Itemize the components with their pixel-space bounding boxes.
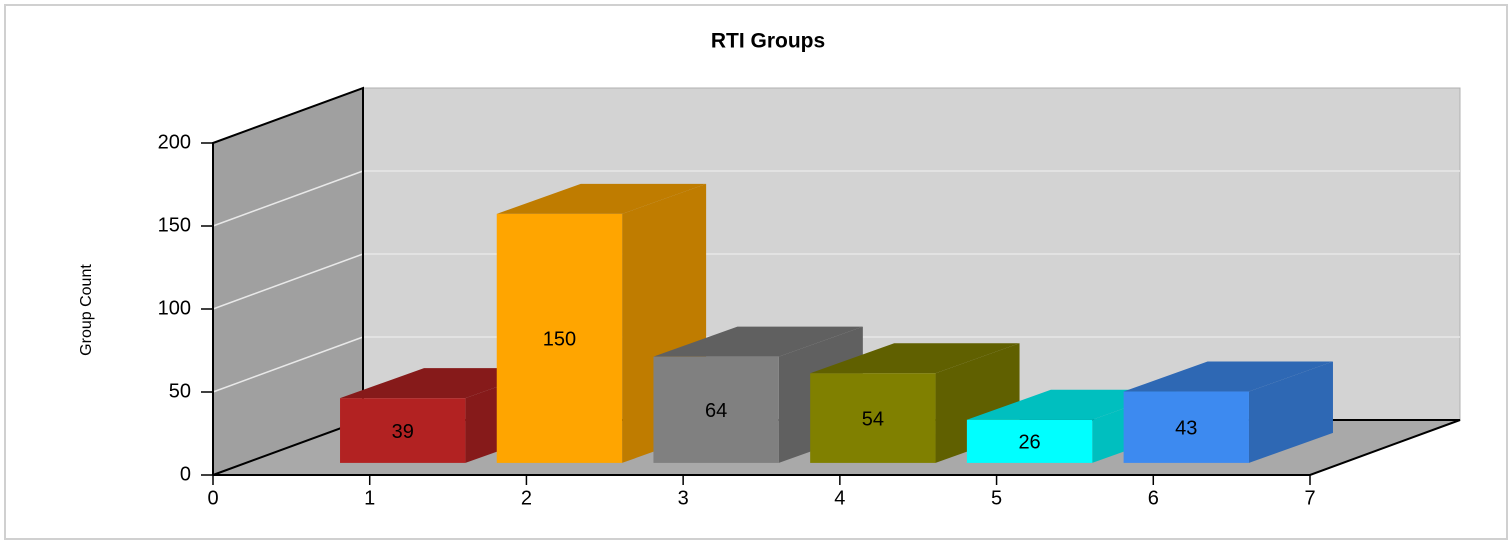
x-tick-label: 0 — [207, 487, 218, 509]
value-label: 150 — [543, 329, 576, 351]
x-tick-label: 4 — [834, 487, 845, 509]
bar — [653, 356, 779, 463]
bar-top — [810, 343, 1020, 374]
plot: 0 50 100 150 200 0 1 2 3 4 5 6 7 39 150 64 54 26 43 — [158, 86, 1461, 509]
wall-edge — [212, 86, 364, 475]
y-tick-label: 150 — [158, 214, 191, 236]
floor-edge — [212, 419, 1461, 476]
y-tick-label: 200 — [158, 131, 191, 153]
x-tick-label: 6 — [1148, 487, 1159, 509]
x-tick-label: 1 — [364, 487, 375, 509]
value-label: 39 — [392, 421, 414, 443]
bar — [966, 419, 1093, 463]
bar-side — [1248, 361, 1333, 463]
y-tick-label: 100 — [158, 297, 191, 319]
y-axis-label: Group Count — [78, 264, 95, 356]
bar — [1123, 391, 1249, 463]
x-tick-label: 7 — [1304, 487, 1315, 509]
bar — [810, 373, 936, 463]
y-tick-label: 0 — [180, 463, 191, 485]
x-tick-label: 3 — [678, 487, 689, 509]
x-tick-label: 2 — [521, 487, 532, 509]
grid-line — [212, 336, 364, 393]
grid-line — [212, 170, 364, 227]
value-label: 54 — [862, 408, 884, 430]
y-tick-label: 50 — [169, 380, 191, 402]
x-tick-label: 5 — [991, 487, 1002, 509]
grid-line — [212, 253, 364, 310]
bar-top — [1123, 361, 1333, 392]
bar-top — [653, 326, 863, 357]
bar — [496, 213, 623, 463]
bar — [340, 398, 466, 463]
bar-top — [496, 183, 707, 214]
chart-title: RTI Groups — [711, 30, 825, 53]
value-label: 26 — [1018, 432, 1040, 454]
value-label: 64 — [705, 400, 727, 422]
value-label: 43 — [1175, 417, 1197, 439]
